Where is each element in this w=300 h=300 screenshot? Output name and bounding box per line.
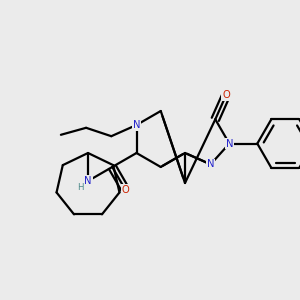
Text: O: O (222, 90, 230, 100)
Text: O: O (122, 185, 129, 195)
Text: N: N (207, 159, 214, 170)
Text: N: N (84, 176, 92, 186)
Text: N: N (133, 120, 140, 130)
Text: N: N (226, 139, 233, 148)
Text: H: H (77, 182, 83, 191)
